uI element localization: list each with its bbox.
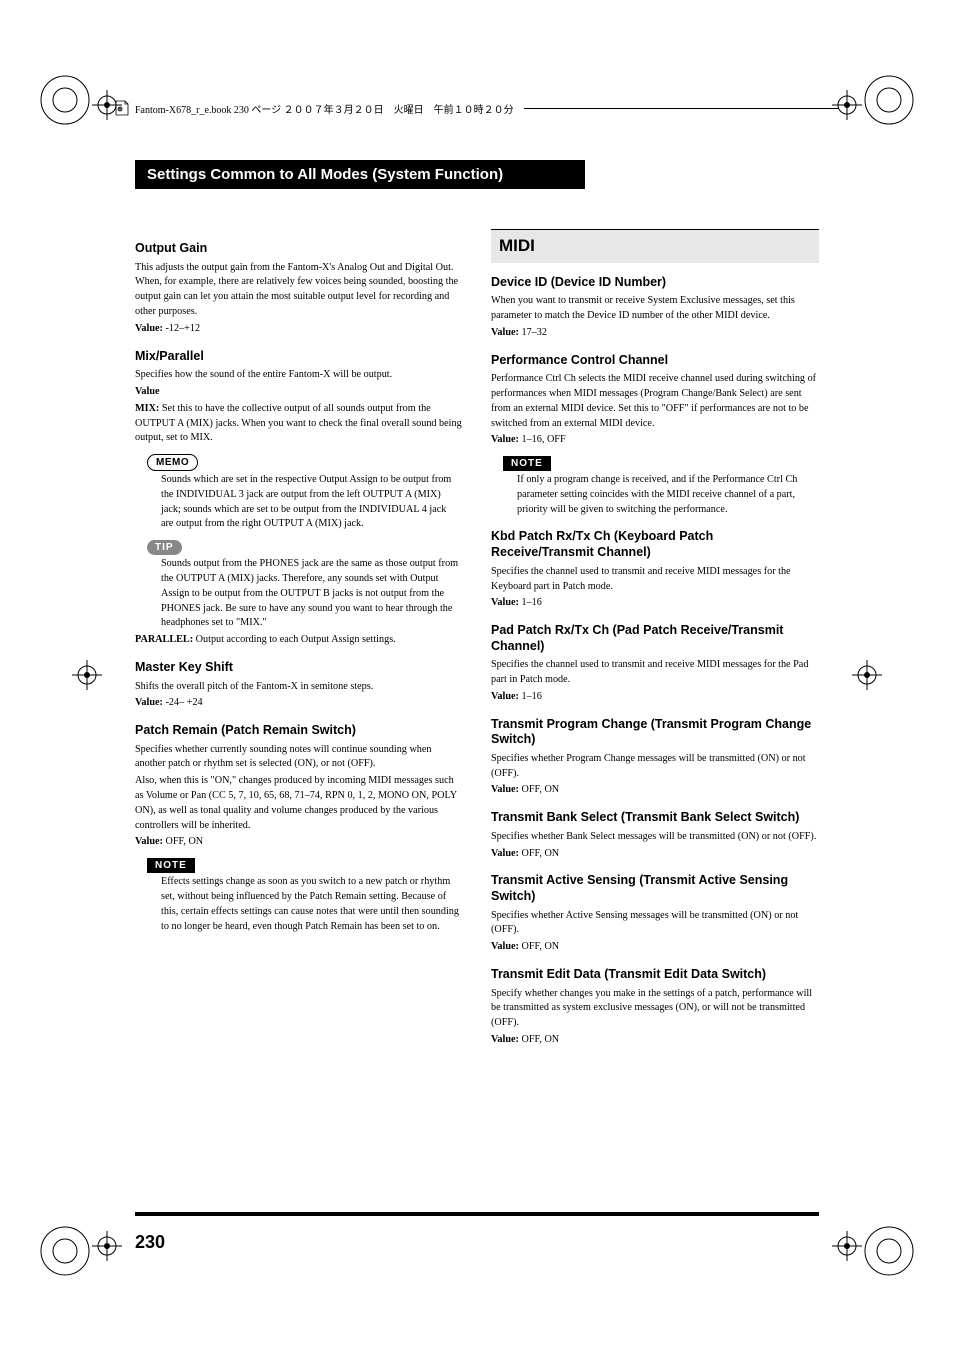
- heading-tx-active: Transmit Active Sensing (Transmit Active…: [491, 873, 819, 904]
- heading-patch-remain: Patch Remain (Patch Remain Switch): [135, 723, 463, 739]
- print-corner-mark: [35, 70, 95, 130]
- section-midi: MIDI: [491, 229, 819, 263]
- body-text: Specifies whether Bank Select messages w…: [491, 830, 819, 845]
- body-text: PARALLEL: Output according to each Outpu…: [135, 633, 463, 648]
- body-text: Specifies whether Active Sensing message…: [491, 909, 819, 939]
- memo-text: Sounds which are set in the respective O…: [161, 473, 461, 532]
- heading-mix-parallel: Mix/Parallel: [135, 349, 463, 365]
- heading-perf-ctrl: Performance Control Channel: [491, 353, 819, 369]
- value-line: Value: 17–32: [491, 326, 819, 341]
- value-line: Value: OFF, ON: [491, 940, 819, 955]
- note-badge: NOTE: [503, 456, 551, 471]
- value-line: Value: OFF, ON: [491, 1033, 819, 1048]
- body-text: Specify whether changes you make in the …: [491, 987, 819, 1031]
- body-text: Specifies the channel used to transmit a…: [491, 565, 819, 595]
- page-number: 230: [135, 1232, 165, 1253]
- tip-text: Sounds output from the PHONES jack are t…: [161, 557, 461, 631]
- print-header: Fantom-X678_r_e.book 230 ページ ２００７年３月２０日 …: [115, 100, 839, 116]
- print-corner-mark: [35, 1221, 95, 1281]
- body-text: This adjusts the output gain from the Fa…: [135, 261, 463, 320]
- body-text: Performance Ctrl Ch selects the MIDI rec…: [491, 372, 819, 431]
- heading-tx-prog: Transmit Program Change (Transmit Progra…: [491, 717, 819, 748]
- memo-badge: MEMO: [147, 454, 198, 471]
- heading-device-id: Device ID (Device ID Number): [491, 275, 819, 291]
- print-corner-mark: [859, 70, 919, 130]
- body-text: Also, when this is "ON," changes produce…: [135, 774, 463, 833]
- body-text: Shifts the overall pitch of the Fantom-X…: [135, 680, 463, 695]
- note-badge: NOTE: [147, 858, 195, 873]
- registration-mark: [832, 1231, 862, 1261]
- value-line: Value: 1–16: [491, 596, 819, 611]
- heading-master-key-shift: Master Key Shift: [135, 660, 463, 676]
- footer-rule: [135, 1212, 819, 1216]
- page-content: Settings Common to All Modes (System Fun…: [135, 160, 819, 1050]
- print-corner-mark: [859, 1221, 919, 1281]
- body-text: Specifies how the sound of the entire Fa…: [135, 368, 463, 383]
- note-text: If only a program change is received, an…: [517, 473, 817, 517]
- value-line: Value: OFF, ON: [491, 847, 819, 862]
- body-text: MIX: Set this to have the collective out…: [135, 402, 463, 446]
- book-icon: [115, 100, 129, 116]
- value-label: Value: [135, 385, 463, 400]
- value-line: Value: OFF, ON: [135, 835, 463, 850]
- registration-mark: [852, 660, 882, 690]
- left-column: Output Gain This adjusts the output gain…: [135, 229, 463, 1050]
- value-line: Value: 1–16: [491, 690, 819, 705]
- header-text: Fantom-X678_r_e.book 230 ページ ２００７年３月２０日 …: [135, 101, 514, 116]
- right-column: MIDI Device ID (Device ID Number) When y…: [491, 229, 819, 1050]
- heading-tx-edit: Transmit Edit Data (Transmit Edit Data S…: [491, 967, 819, 983]
- heading-output-gain: Output Gain: [135, 241, 463, 257]
- heading-tx-bank: Transmit Bank Select (Transmit Bank Sele…: [491, 810, 819, 826]
- registration-mark: [72, 660, 102, 690]
- value-line: Value: -12–+12: [135, 322, 463, 337]
- value-line: Value: OFF, ON: [491, 783, 819, 798]
- page-title: Settings Common to All Modes (System Fun…: [135, 160, 585, 189]
- body-text: Specifies the channel used to transmit a…: [491, 658, 819, 688]
- value-line: Value: -24– +24: [135, 696, 463, 711]
- body-text: When you want to transmit or receive Sys…: [491, 294, 819, 324]
- value-line: Value: 1–16, OFF: [491, 433, 819, 448]
- body-text: Specifies whether Program Change message…: [491, 752, 819, 782]
- note-text: Effects settings change as soon as you s…: [161, 875, 461, 934]
- registration-mark: [92, 1231, 122, 1261]
- heading-pad-patch: Pad Patch Rx/Tx Ch (Pad Patch Receive/Tr…: [491, 623, 819, 654]
- heading-kbd-patch: Kbd Patch Rx/Tx Ch (Keyboard Patch Recei…: [491, 529, 819, 560]
- tip-badge: TIP: [147, 540, 182, 555]
- body-text: Specifies whether currently sounding not…: [135, 743, 463, 773]
